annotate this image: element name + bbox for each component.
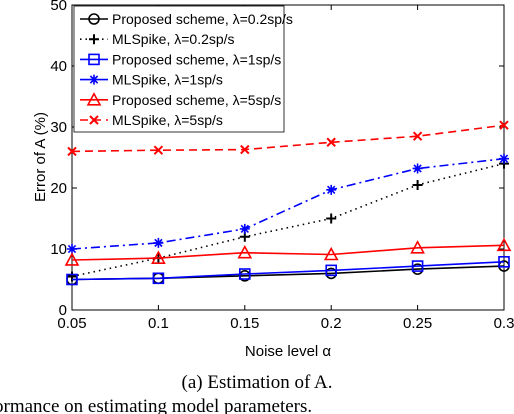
x-tick-label: 0.25 xyxy=(403,315,432,332)
series-line xyxy=(71,124,505,153)
data-point xyxy=(64,252,80,266)
legend-marker xyxy=(89,115,99,125)
y-tick-label: 0 xyxy=(59,302,67,319)
legend-entry: MLSpike, λ=0.2sp/s xyxy=(112,31,235,47)
y-tick-label: 20 xyxy=(50,180,67,197)
data-point xyxy=(66,273,78,286)
y-axis-label: Error of A (%) xyxy=(32,112,49,202)
data-point xyxy=(411,260,424,272)
series-4 xyxy=(67,153,509,254)
series-line xyxy=(71,244,505,261)
data-point xyxy=(326,213,337,224)
data-point xyxy=(67,244,77,254)
series-line xyxy=(71,162,505,278)
x-tick-label: 0.15 xyxy=(230,315,259,332)
x-tick-label: 0.1 xyxy=(148,315,169,332)
data-point xyxy=(412,179,423,190)
legend-entry: MLSpike, λ=5sp/s xyxy=(112,112,223,128)
y-tick-label: 10 xyxy=(50,241,67,258)
data-point xyxy=(412,131,423,141)
data-point xyxy=(239,223,250,234)
legend-marker xyxy=(88,13,100,25)
series-5 xyxy=(64,237,512,266)
data-point xyxy=(153,237,164,248)
data-point xyxy=(240,144,250,155)
data-point xyxy=(498,256,510,268)
legend-entry: Proposed scheme, λ=5sp/s xyxy=(112,92,281,108)
legend-entry: MLSpike, λ=1sp/s xyxy=(112,72,223,88)
legend-marker xyxy=(89,34,99,45)
x-tick-label: 0.05 xyxy=(57,315,86,332)
legend-box xyxy=(73,5,285,133)
data-point xyxy=(152,272,165,285)
data-point xyxy=(237,244,253,259)
caption-continuation: ormance on estimating model parameters. xyxy=(0,396,312,414)
legend-entry: Proposed scheme, λ=1sp/s xyxy=(112,51,281,67)
series-layer xyxy=(64,120,512,286)
data-point xyxy=(496,237,512,252)
legend-entry: Proposed scheme, λ=0.2sp/s xyxy=(112,11,293,27)
data-point xyxy=(499,153,509,164)
y-tick-label: 50 xyxy=(50,0,67,14)
legend-marker xyxy=(86,92,102,106)
data-point xyxy=(326,184,337,195)
series-3 xyxy=(66,256,510,286)
x-tick-label: 0.2 xyxy=(321,315,342,332)
data-point xyxy=(325,264,338,277)
legend-marker xyxy=(89,74,99,85)
data-point xyxy=(410,240,425,254)
y-tick-label: 30 xyxy=(50,119,67,136)
series-6 xyxy=(67,120,509,157)
data-point xyxy=(151,250,166,264)
data-point xyxy=(67,271,77,282)
x-tick-label: 0.3 xyxy=(494,315,514,332)
legend-marker xyxy=(88,53,100,66)
data-point xyxy=(499,120,509,130)
x-axis-label: Noise level α xyxy=(245,343,332,360)
data-point xyxy=(412,163,423,174)
data-point xyxy=(239,268,251,280)
data-point xyxy=(326,137,336,147)
axis-ticks: 0.05 0.1 0.15 0.2 0.25 0.3 0 10 20 30 40 50 xyxy=(50,0,514,332)
figure-caption: (a) Estimation of A. xyxy=(182,372,333,393)
y-tick-label: 40 xyxy=(50,58,67,75)
data-point xyxy=(323,246,339,261)
data-point xyxy=(153,145,164,155)
legend: Proposed scheme, λ=0.2sp/s MLSpike, λ=0.2… xyxy=(73,5,293,133)
series-line xyxy=(71,261,505,281)
data-point xyxy=(67,146,77,157)
